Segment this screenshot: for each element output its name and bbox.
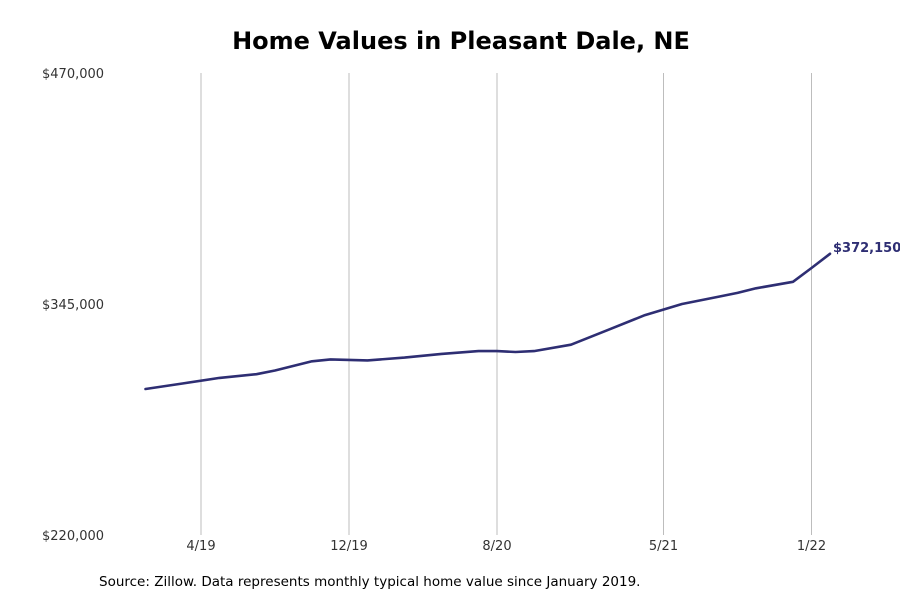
grid-lines (200, 73, 812, 535)
y-tick-label: $345,000 (42, 298, 104, 313)
end-value-label: $372,150 (833, 241, 900, 256)
y-axis-ticks: $470,000 $345,000 $220,000 (42, 67, 104, 544)
x-axis-ticks: 4/19 12/19 8/20 5/21 1/22 (186, 539, 826, 554)
x-tick-label: 8/20 (482, 539, 511, 554)
chart-title: Home Values in Pleasant Dale, NE (232, 27, 690, 55)
series-line (144, 252, 832, 391)
y-tick-label: $470,000 (42, 67, 104, 82)
series-layer: $372,150 (144, 241, 900, 391)
x-tick-label: 12/19 (330, 539, 367, 554)
x-tick-label: 4/19 (186, 539, 215, 554)
x-tick-label: 5/21 (649, 539, 678, 554)
source-note: Source: Zillow. Data represents monthly … (99, 574, 641, 590)
y-tick-label: $220,000 (42, 529, 104, 544)
x-tick-label: 1/22 (797, 539, 826, 554)
